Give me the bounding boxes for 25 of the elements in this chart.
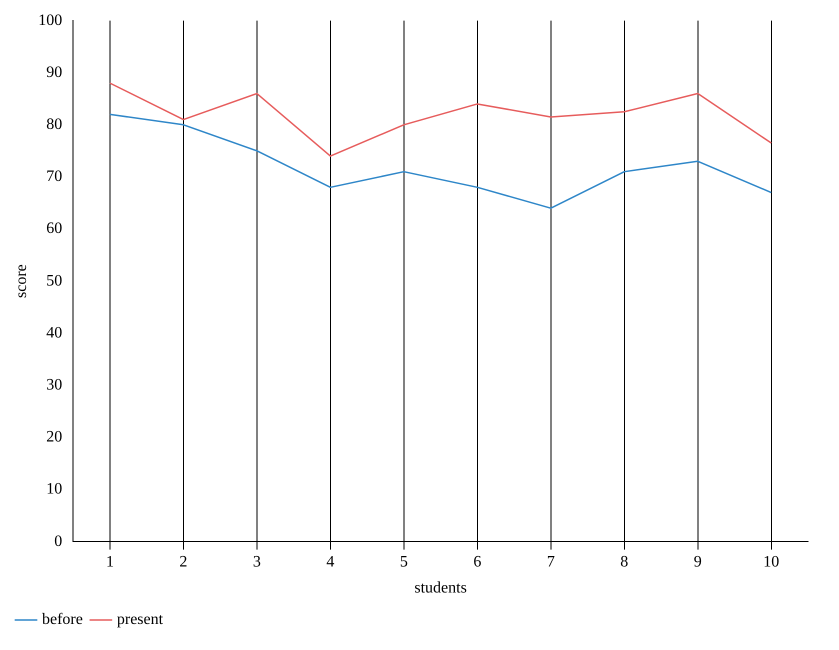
legend-label: present bbox=[116, 611, 164, 628]
y-tick-label: 30 bbox=[46, 376, 62, 394]
y-tick-label: 90 bbox=[46, 64, 62, 81]
x-tick-label: 7 bbox=[546, 553, 555, 570]
x-tick-label: 3 bbox=[252, 553, 261, 570]
x-tick-label: 6 bbox=[473, 553, 482, 570]
y-axis-title: score bbox=[12, 264, 30, 298]
y-tick-label: 50 bbox=[46, 272, 62, 290]
legend-label: before bbox=[42, 611, 83, 628]
y-tick-label: 20 bbox=[46, 428, 62, 446]
x-tick-label: 2 bbox=[179, 553, 188, 570]
x-tick-label: 8 bbox=[620, 553, 628, 570]
y-tick-label: 70 bbox=[46, 168, 62, 186]
x-tick-label: 1 bbox=[106, 553, 114, 570]
x-axis-title: students bbox=[414, 580, 467, 597]
x-tick-label: 5 bbox=[400, 553, 408, 570]
x-tick-label: 10 bbox=[763, 553, 780, 570]
y-tick-label: 100 bbox=[38, 12, 62, 29]
y-tick-label: 80 bbox=[46, 116, 62, 134]
y-tick-label: 0 bbox=[54, 532, 62, 550]
y-tick-label: 10 bbox=[46, 480, 62, 498]
y-tick-label: 40 bbox=[46, 324, 62, 342]
x-tick-label: 4 bbox=[326, 553, 334, 570]
y-tick-label: 60 bbox=[46, 220, 62, 238]
x-tick-label: 9 bbox=[694, 553, 702, 570]
